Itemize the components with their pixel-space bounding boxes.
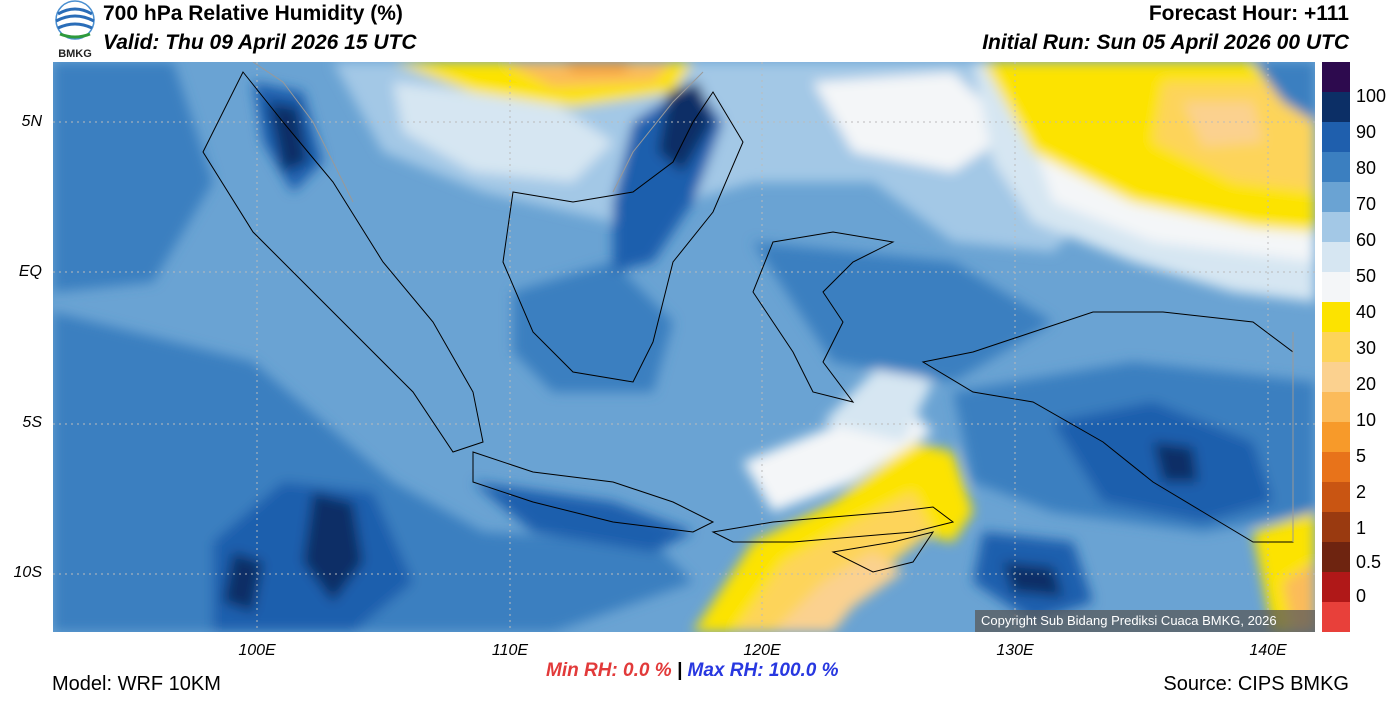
min-rh-value: 0.0 % [623, 660, 672, 681]
colorbar-swatch [1322, 242, 1350, 273]
colorbar-label: 10 [1356, 410, 1377, 430]
colorbar-swatch [1322, 482, 1350, 513]
min-rh-label: Min RH: [546, 660, 618, 681]
max-rh-value: 100.0 % [768, 660, 839, 681]
colorbar-swatch [1322, 602, 1350, 632]
copyright-notice: Copyright Sub Bidang Prediksi Cuaca BMKG… [975, 610, 1315, 632]
valid-time: Valid: Thu 09 April 2026 15 UTC [103, 31, 417, 54]
humidity-map [53, 62, 1315, 632]
lon-label-130e: 130E [996, 642, 1034, 659]
source-label: Source: CIPS BMKG [1163, 673, 1349, 695]
lon-label-140e: 140E [1249, 642, 1287, 659]
lat-label-10s: 10S [13, 564, 42, 581]
forecast-hour: Forecast Hour: +111 [1148, 2, 1349, 25]
colorbar-label: 100 [1356, 86, 1387, 106]
colorbar-label: 5 [1356, 446, 1367, 466]
colorbar-swatch [1322, 392, 1350, 423]
colorbar-label: 80 [1356, 158, 1377, 178]
lon-label-110e: 110E [491, 642, 529, 659]
colorbar-swatch [1322, 122, 1350, 153]
separator: | [676, 660, 683, 681]
colorbar-swatch [1322, 272, 1350, 303]
borders [252, 62, 1294, 542]
colorbar-label: 90 [1356, 122, 1377, 142]
map-title: 700 hPa Relative Humidity (%) [103, 2, 403, 25]
lat-label-5s: 5S [22, 414, 42, 431]
colorbar-swatch [1322, 182, 1350, 213]
colorbar-swatch [1322, 62, 1350, 93]
colorbar-label: 20 [1356, 374, 1377, 394]
colorbar-label: 0.5 [1356, 552, 1382, 572]
colorbar-swatch [1322, 572, 1350, 603]
colorbar-label: 60 [1356, 230, 1377, 250]
colorbar-swatch [1322, 332, 1350, 363]
colorbar-swatch [1322, 362, 1350, 393]
colorbar-swatch [1322, 212, 1350, 243]
colorbar-label: 50 [1356, 266, 1377, 286]
colorbar-label: 1 [1356, 518, 1367, 538]
colorbar-label: 30 [1356, 338, 1377, 358]
colorbar-label: 70 [1356, 194, 1377, 214]
min-max-rh: Min RH: 0.0 % | Max RH: 100.0 % [546, 660, 839, 682]
max-rh-label: Max RH: [687, 660, 764, 681]
colorbar-swatch [1322, 542, 1350, 573]
colorbar-swatch [1322, 152, 1350, 183]
lat-label-eq: EQ [18, 263, 42, 280]
colorbar-swatch [1322, 452, 1350, 483]
colorbar-label: 40 [1356, 302, 1377, 322]
colorbar-label: 2 [1356, 482, 1367, 502]
lon-label-120e: 120E [743, 642, 781, 659]
grid-lines [53, 62, 1315, 632]
colorbar-swatch [1322, 422, 1350, 453]
logo-text: BMKG [58, 48, 92, 60]
colorbar-label: 0 [1356, 586, 1367, 606]
colorbar [1322, 62, 1350, 632]
colorbar-swatch [1322, 512, 1350, 543]
lon-label-100e: 100E [238, 642, 276, 659]
lat-label-5n: 5N [21, 113, 42, 130]
model-label: Model: WRF 10KM [52, 673, 221, 695]
bmkg-logo: BMKG [55, 0, 95, 60]
colorbar-swatch [1322, 92, 1350, 123]
initial-run: Initial Run: Sun 05 April 2026 00 UTC [982, 31, 1349, 54]
colorbar-swatch [1322, 302, 1350, 333]
